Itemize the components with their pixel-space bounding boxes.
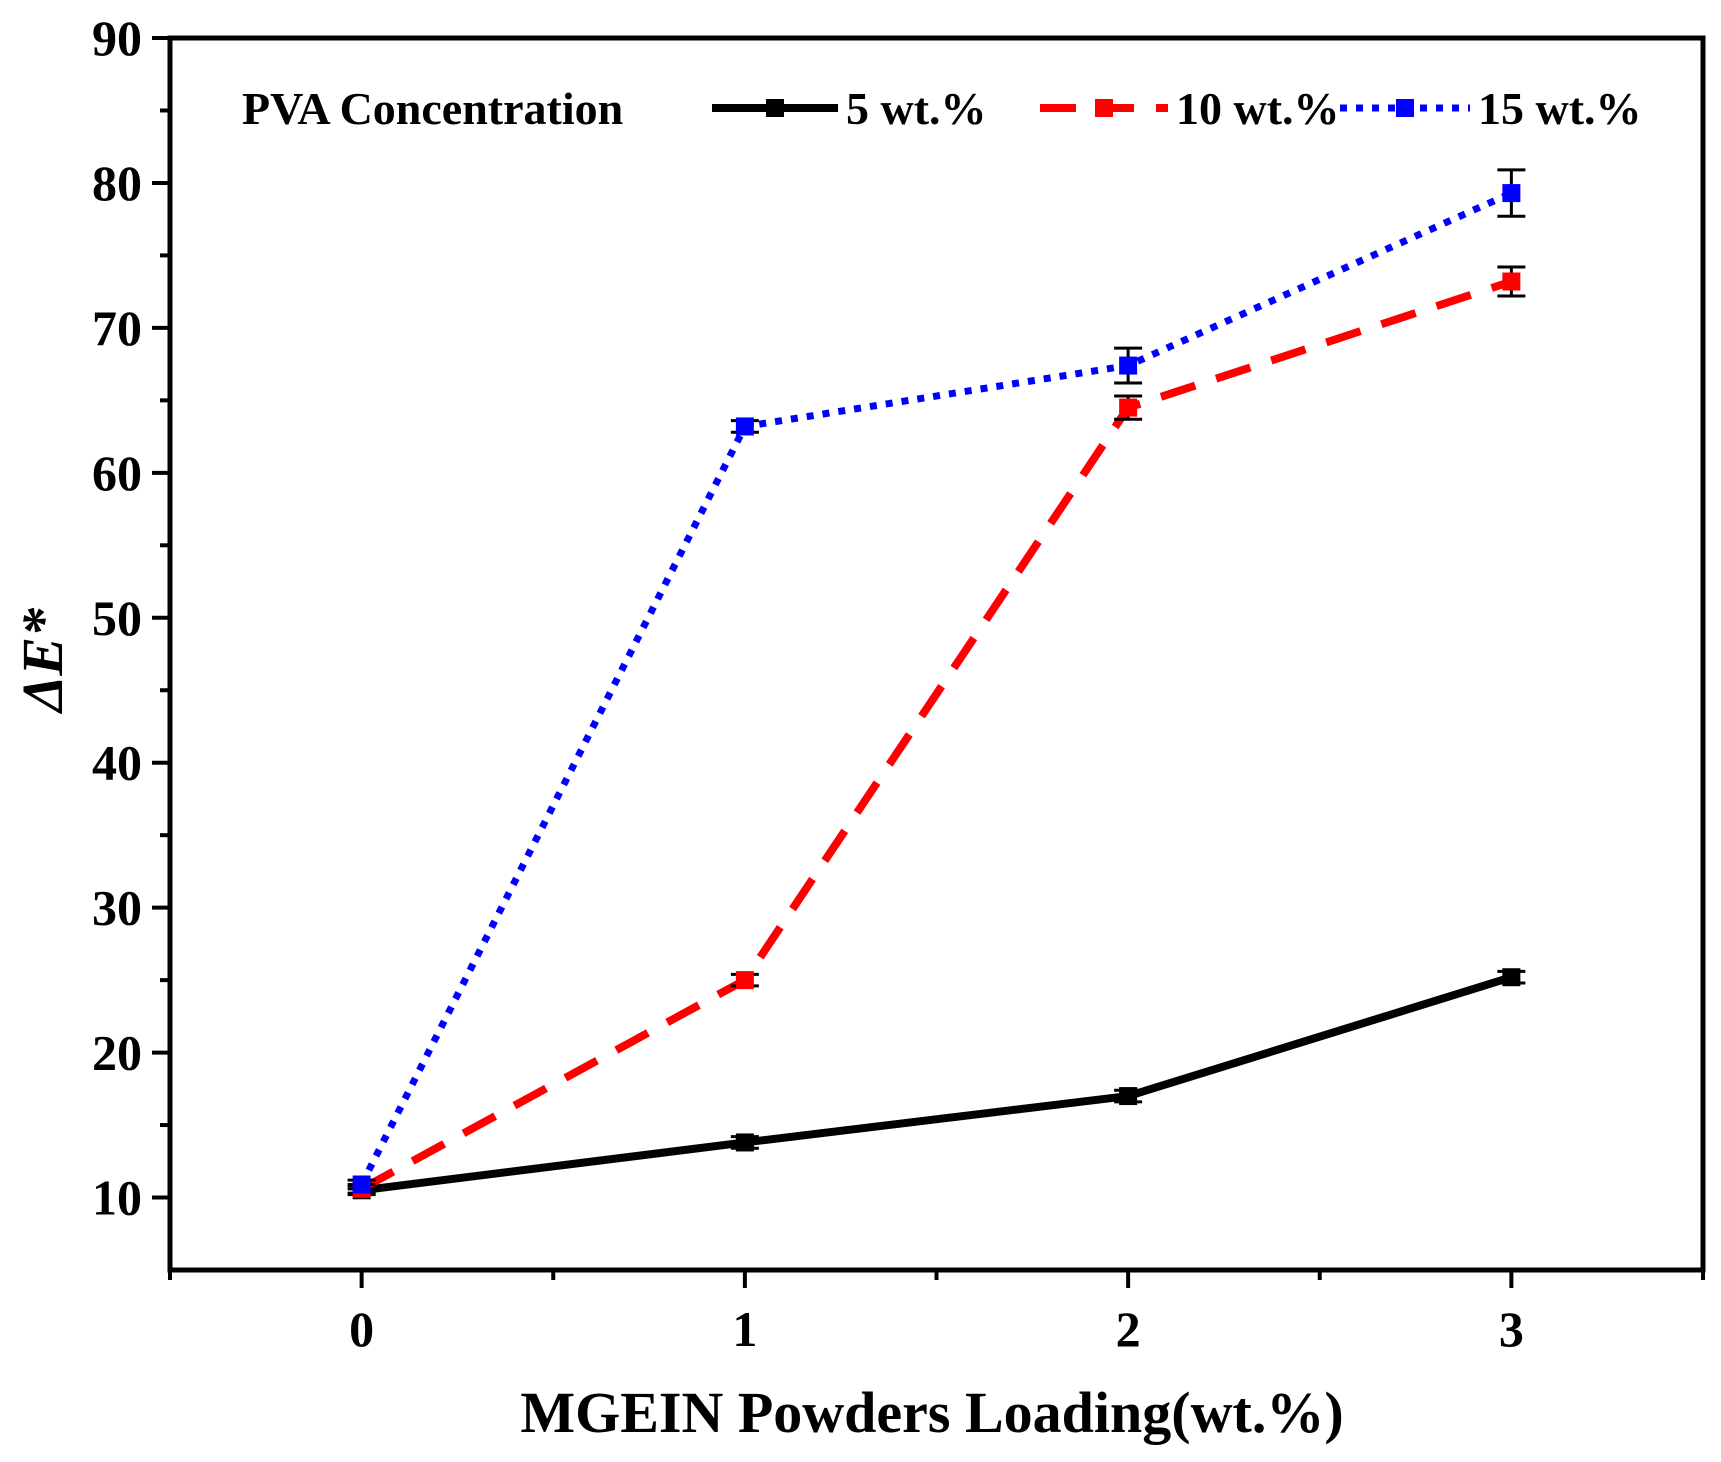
- data-point: [735, 417, 754, 436]
- series-line: [359, 277, 1513, 1193]
- y-tick-label: 40: [92, 735, 142, 791]
- legend-title: PVA Concentration: [242, 83, 623, 134]
- legend-label: 5 wt.%: [846, 83, 987, 134]
- legend: PVA Concentration 5 wt.% 10 wt.% 15 wt.%: [242, 83, 1642, 134]
- series-line: [357, 973, 1516, 1195]
- series-2: [347, 265, 1526, 1198]
- y-tick-label: 10: [92, 1170, 142, 1226]
- data-point: [352, 1175, 371, 1194]
- data-point: [1502, 968, 1521, 987]
- legend-entry-1: 5 wt.%: [712, 83, 987, 134]
- legend-entry-2: 10 wt.%: [1040, 83, 1340, 134]
- y-tick-label: 80: [92, 155, 142, 211]
- y-tick-label: 90: [92, 10, 142, 66]
- y-tick-label: 50: [92, 590, 142, 646]
- plot-frame: [167, 35, 1706, 1273]
- legend-label: 10 wt.%: [1176, 83, 1340, 134]
- y-tick-label: 70: [92, 300, 142, 356]
- series-3: [347, 168, 1526, 1194]
- y-tick-label: 60: [92, 445, 142, 501]
- series-line: [358, 189, 1513, 1187]
- y-tick-label: 30: [92, 880, 142, 936]
- plot-axes: 10 20 30 40 50 60 70 80 90 0 1 2 3: [92, 10, 1706, 1357]
- legend-entry-3: 15 wt.%: [1340, 83, 1642, 134]
- data-point: [1119, 398, 1138, 417]
- x-axis-label: MGEIN Powders Loading(wt.%): [520, 1380, 1343, 1445]
- data-point: [1502, 272, 1521, 291]
- legend-marker: [1095, 99, 1113, 117]
- legend-label: 15 wt.%: [1478, 83, 1642, 134]
- legend-marker: [1396, 99, 1414, 117]
- data-point: [1119, 356, 1138, 375]
- x-tick-label: 3: [1499, 1301, 1524, 1357]
- series-1: [347, 968, 1526, 1200]
- y-tick-label: 20: [92, 1025, 142, 1081]
- legend-marker: [766, 99, 784, 117]
- data-point: [1119, 1087, 1138, 1106]
- series-layer: [347, 168, 1526, 1200]
- data-point: [735, 971, 754, 990]
- x-tick-label: 1: [732, 1301, 757, 1357]
- x-tick-label: 2: [1116, 1301, 1141, 1357]
- y-axis-label: ΔE*: [10, 607, 75, 714]
- data-point: [1502, 184, 1521, 203]
- data-point: [735, 1133, 754, 1152]
- x-tick-label: 0: [349, 1301, 374, 1357]
